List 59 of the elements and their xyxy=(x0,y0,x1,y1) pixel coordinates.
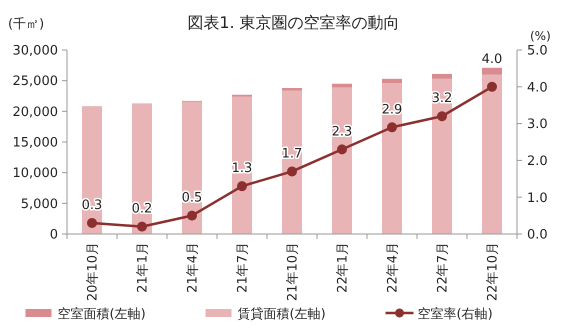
y-tick-label: 0 xyxy=(50,228,58,243)
data-label: 4.0 xyxy=(482,52,502,67)
bar xyxy=(482,74,502,234)
data-label: 1.7 xyxy=(282,146,302,162)
data-label: 0.5 xyxy=(182,190,202,206)
y2-tick-label: 1.0 xyxy=(527,190,548,206)
point xyxy=(337,144,347,154)
bar xyxy=(382,83,402,234)
data-label: 3.2 xyxy=(432,91,452,106)
data-label: 0.2 xyxy=(132,202,152,217)
bar xyxy=(432,74,452,79)
x-tick-label: 21年7月 xyxy=(236,242,251,293)
x-tick-label: 21年10月 xyxy=(286,242,301,302)
chart-title: 図表1. 東京圏の空室率の動向 xyxy=(187,13,400,32)
point xyxy=(387,122,397,132)
x-tick-label: 22年10月 xyxy=(486,242,501,302)
bar xyxy=(132,103,152,234)
x-tick-label: 21年1月 xyxy=(136,242,151,293)
x-tick-label: 21年4月 xyxy=(186,242,201,293)
bar xyxy=(282,90,302,234)
y-tick-label: 20,000 xyxy=(12,104,58,120)
y-tick-label: 5,000 xyxy=(20,196,58,212)
y2-tick-label: 0.0 xyxy=(527,228,548,243)
legend-label: 賃貸面積(左軸) xyxy=(238,307,326,322)
x-tick-label: 22年7月 xyxy=(436,242,451,293)
y2-axis-title: (%) xyxy=(530,29,551,43)
point xyxy=(437,111,447,122)
legend-label: 空室率(右軸) xyxy=(418,306,493,322)
bar xyxy=(482,68,502,75)
y-axis-title: (千㎡) xyxy=(8,17,44,32)
y-tick-label: 30,000 xyxy=(12,44,58,59)
y2-tick-label: 3.0 xyxy=(527,117,548,132)
x-tick-label: 22年1月 xyxy=(336,242,351,293)
y-tick-label: 15,000 xyxy=(12,136,58,151)
y2-tick-label: 4.0 xyxy=(527,80,548,96)
x-tick-label: 22年4月 xyxy=(386,242,401,293)
point xyxy=(287,166,297,176)
point xyxy=(137,222,147,232)
x-tick-label: 20年10月 xyxy=(86,242,101,302)
bar xyxy=(182,102,202,234)
y-tick-label: 10,000 xyxy=(12,166,58,182)
data-label: 0.3 xyxy=(82,198,102,213)
y2-tick-label: 2.0 xyxy=(527,154,548,169)
point xyxy=(87,218,97,228)
data-label: 2.9 xyxy=(382,102,402,118)
point xyxy=(187,210,197,221)
bar xyxy=(82,107,102,234)
point xyxy=(237,181,247,192)
bar xyxy=(382,78,402,84)
data-label: 1.3 xyxy=(232,161,252,176)
legend-label: 空室面積(左軸) xyxy=(58,306,146,322)
y-tick-label: 25,000 xyxy=(12,74,58,90)
point xyxy=(487,82,497,92)
bar xyxy=(432,78,452,234)
data-label: 2.3 xyxy=(332,124,352,140)
y2-tick-label: 5.0 xyxy=(527,44,548,59)
bar xyxy=(232,96,252,234)
bar xyxy=(332,84,352,88)
bar xyxy=(332,87,352,234)
